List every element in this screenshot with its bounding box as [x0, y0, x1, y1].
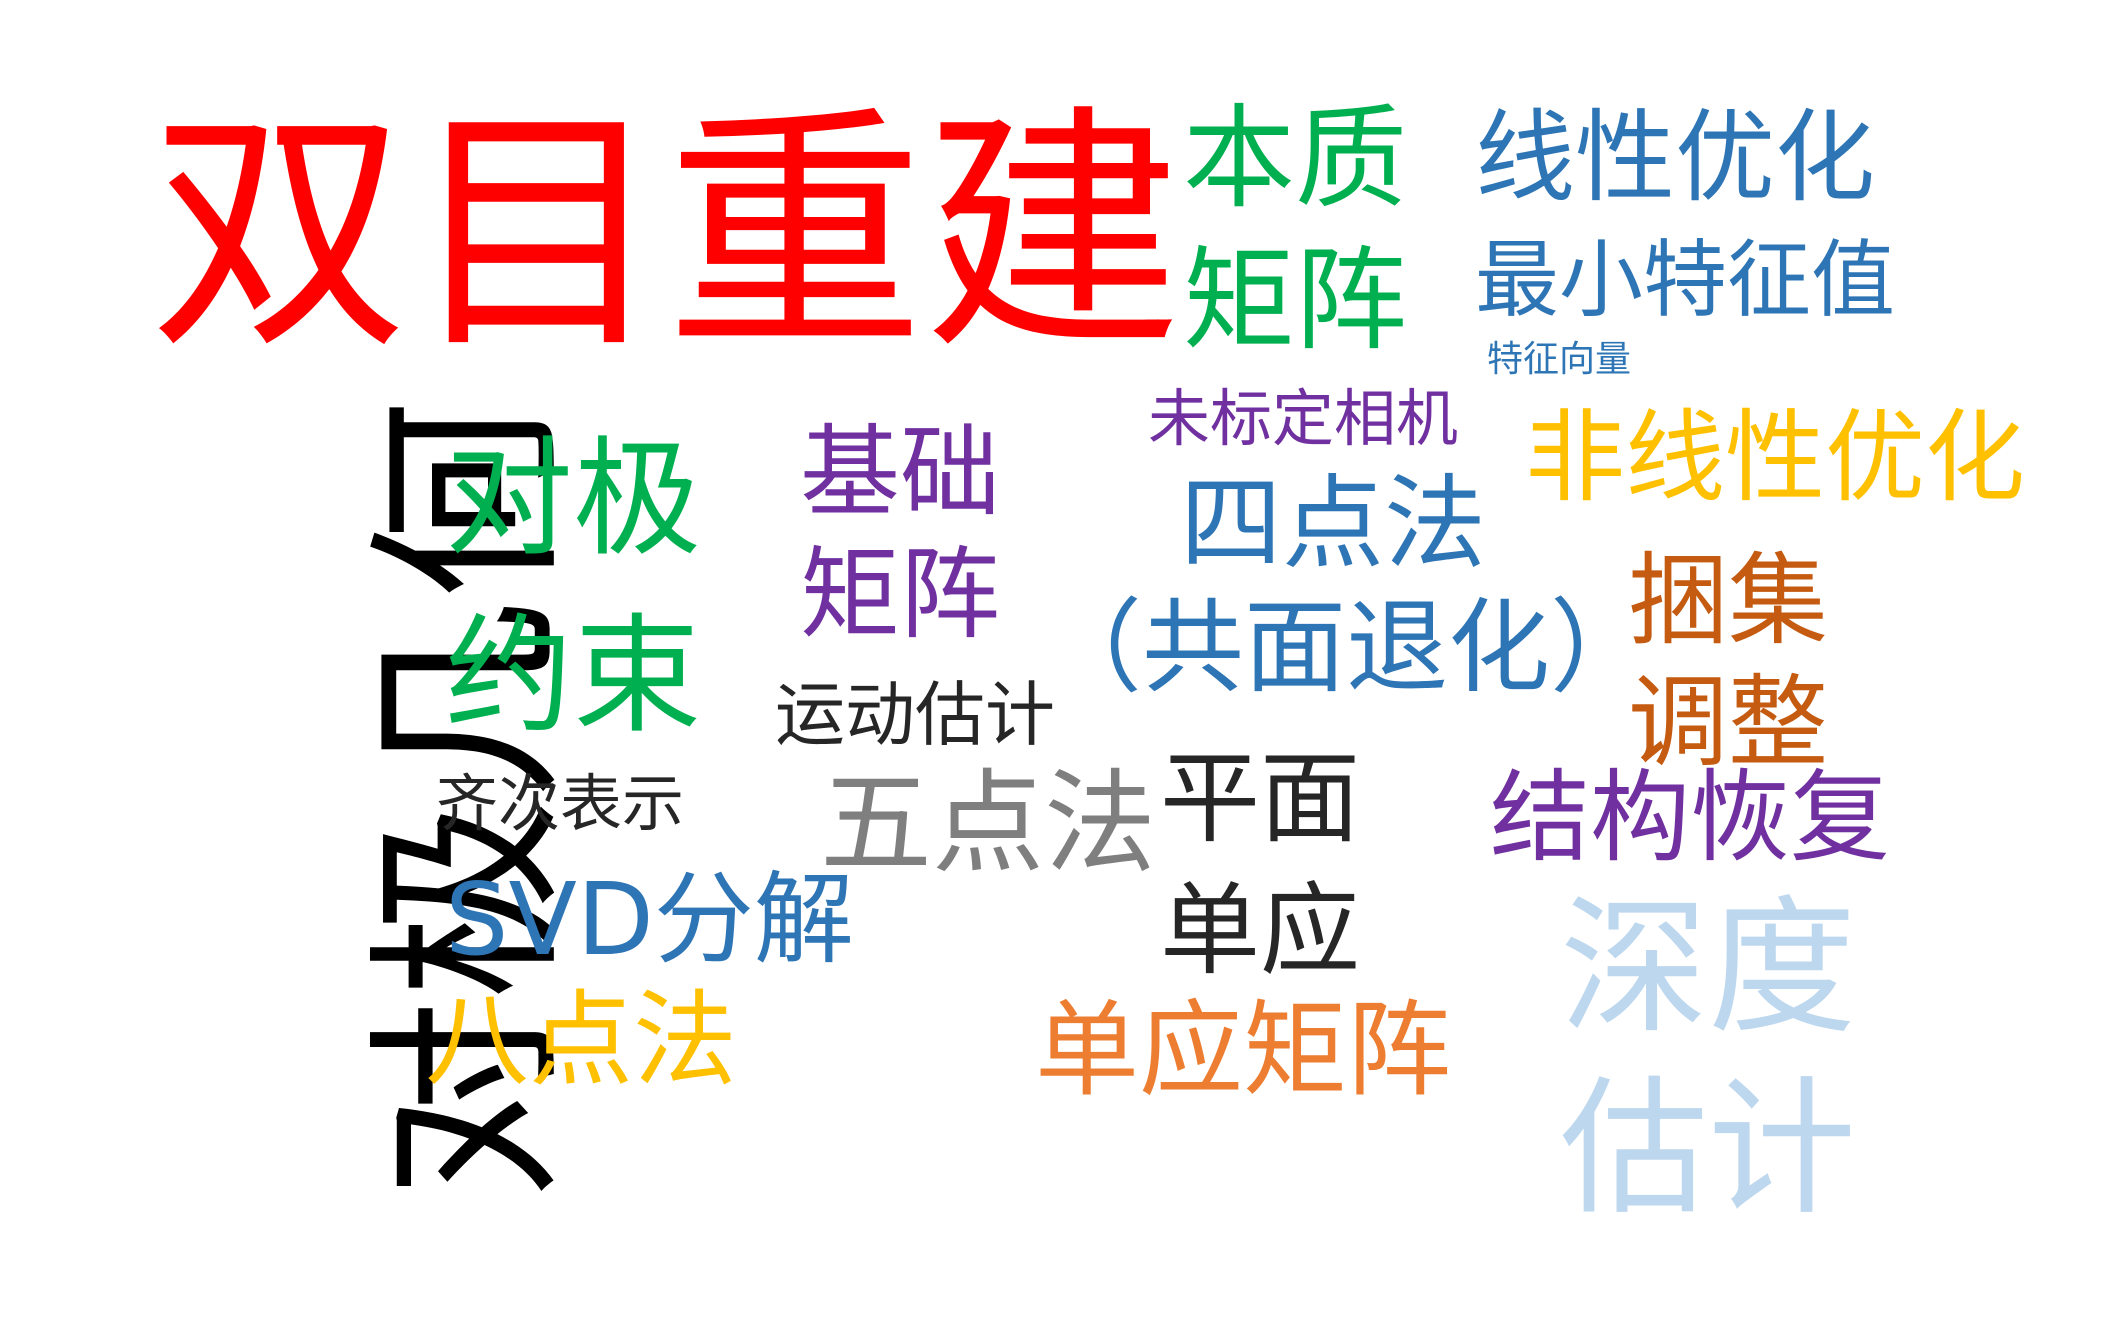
- word-xianxing-youhua: 线性优化: [1475, 108, 1875, 208]
- word-jichu-juzhen: 基础 矩阵: [800, 412, 1000, 656]
- word-line: 对极: [445, 425, 702, 574]
- word-kunji-tiaozheng: 捆集 调整: [1628, 540, 1828, 784]
- word-pingmian-danying: 平面 单应: [1160, 733, 1360, 997]
- word-badianfa: 八点法: [425, 988, 737, 1092]
- word-sidianfa: 四点法: [1180, 474, 1486, 576]
- word-wudianfa: 五点法: [820, 768, 1156, 880]
- word-line: 深度: [1560, 882, 1856, 1054]
- word-line: （共面退化）: [1040, 589, 1652, 708]
- word-feixianxing: 非线性优化: [1525, 408, 2025, 508]
- word-line: 四点法: [1180, 465, 1486, 584]
- word-benzhi-juzhen: 本质 矩阵: [1183, 88, 1407, 372]
- word-shuangmu: 双目重建: [150, 105, 1182, 363]
- word-danying-juzhen: 单应矩阵: [1035, 998, 1451, 1102]
- word-line: 八点法: [425, 979, 738, 1101]
- word-svd: SVD分解: [445, 870, 854, 970]
- word-line: 单应矩阵: [1035, 989, 1452, 1111]
- word-qici: 齐次表示: [436, 773, 684, 835]
- word-line: 齐次表示: [436, 767, 685, 840]
- word-yundong: 运动估计: [775, 680, 1055, 750]
- word-weibiaoding: 未标定相机: [1148, 388, 1458, 450]
- word-line: 捆集: [1628, 542, 1828, 659]
- word-line: 非线性优化: [1525, 399, 2025, 516]
- word-line: 矩阵: [1183, 236, 1407, 367]
- word-line: 矩阵: [800, 536, 1000, 653]
- word-line: 结构恢复: [1490, 759, 1890, 876]
- word-line: 平面: [1160, 740, 1360, 857]
- word-duiji-yueshu: 对极 约束: [445, 412, 701, 765]
- word-gongmian: （共面退化）: [1040, 598, 1652, 700]
- word-jiegou: 结构恢复: [1490, 768, 1890, 868]
- word-line: 特征向量: [1487, 339, 1632, 380]
- word-line: 基础: [800, 414, 1000, 531]
- word-line: 本质: [1183, 94, 1407, 224]
- word-line: 线性优化: [1475, 99, 1875, 216]
- word-line: SVD分解: [445, 861, 854, 978]
- word-line: 未标定相机: [1148, 382, 1459, 455]
- word-line: 五点法: [820, 759, 1156, 889]
- word-line: 约束: [445, 601, 702, 751]
- word-line: 运动估计: [775, 674, 1055, 756]
- word-line: 最小特征值: [1475, 231, 1896, 329]
- word-shendu-guji: 深度 估计: [1560, 878, 1856, 1239]
- word-line: 双目重建: [150, 84, 1182, 384]
- word-line: 调整: [1628, 664, 1828, 781]
- word-tezheng-xiangliang: 特征向量: [1487, 342, 1631, 378]
- word-line: 估计: [1560, 1062, 1856, 1235]
- word-zuixiao-tezhengzhi: 最小特征值: [1475, 238, 1895, 322]
- word-line: 单应: [1160, 872, 1360, 989]
